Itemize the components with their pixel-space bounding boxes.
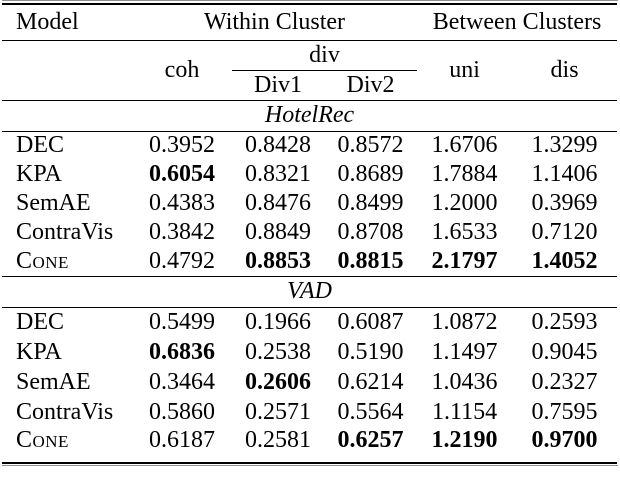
value-cell: 1.0872 — [431, 308, 498, 335]
value-cell: 0.5190 — [337, 338, 404, 365]
value-cell: 0.8815 — [337, 247, 404, 274]
value-cell: 0.2606 — [245, 368, 311, 395]
table-wrapper: Model Within Cluster Between Clusters co… — [2, 0, 618, 466]
value-cell: 0.8476 — [245, 190, 311, 216]
table-row: ContraVis 0.5860 0.2571 0.5564 1.1154 0.… — [2, 397, 617, 427]
table-header: Model Within Cluster Between Clusters co… — [2, 4, 618, 100]
value-cell: 0.2538 — [245, 338, 311, 365]
value-cell: 0.8708 — [337, 219, 404, 245]
col-header-coh: coh — [164, 56, 200, 83]
section-title: HotelRec — [2, 99, 618, 132]
value-cell: 0.6257 — [337, 427, 404, 453]
value-cell: 0.6187 — [149, 427, 215, 453]
value-cell: 1.0436 — [431, 368, 498, 395]
model-cell: Cone — [16, 427, 69, 453]
value-cell: 1.2190 — [431, 427, 498, 453]
value-cell: 0.9045 — [531, 338, 598, 365]
model-cell: SemAE — [16, 368, 91, 395]
col-header-model: Model — [2, 4, 132, 41]
table-row: DEC 0.3952 0.8428 0.8572 1.6706 1.3299 — [2, 131, 617, 160]
value-cell: 0.3969 — [531, 190, 598, 216]
value-cell: 0.3464 — [149, 368, 215, 395]
section-title-row: VAD — [2, 275, 618, 308]
section-title-row: HotelRec — [2, 99, 618, 132]
value-cell: 0.6054 — [149, 161, 215, 187]
value-cell: 0.7595 — [531, 398, 598, 425]
table-row: ContraVis 0.3842 0.8849 0.8708 1.6533 0.… — [2, 218, 617, 247]
value-cell: 1.7884 — [431, 161, 498, 187]
value-cell: 0.7120 — [531, 219, 598, 245]
col-header-div: div — [232, 40, 418, 71]
col-header-dis: dis — [550, 56, 579, 83]
value-cell: 0.8321 — [245, 161, 311, 187]
table-row: Cone 0.4792 0.8853 0.8815 2.1797 1.4052 — [2, 247, 617, 276]
value-cell: 1.1497 — [431, 338, 498, 365]
value-cell: 1.3299 — [531, 132, 598, 159]
value-cell: 0.5564 — [337, 398, 404, 425]
model-cell: SemAE — [16, 190, 91, 216]
value-cell: 0.8499 — [337, 190, 404, 216]
value-cell: 0.2581 — [245, 427, 311, 453]
value-cell: 0.6087 — [337, 308, 404, 335]
model-cell: DEC — [16, 132, 64, 159]
table-row: KPA 0.6836 0.2538 0.5190 1.1497 0.9045 — [2, 337, 617, 367]
results-table: Model Within Cluster Between Clusters co… — [2, 3, 618, 464]
value-cell: 0.1966 — [245, 308, 311, 335]
value-cell: 2.1797 — [431, 247, 498, 274]
model-cell: DEC — [16, 308, 64, 335]
section-title: VAD — [2, 275, 618, 308]
value-cell: 0.2327 — [531, 368, 598, 395]
section-hotelrec: HotelRec DEC 0.3952 0.8428 0.8572 1.6706… — [2, 99, 618, 276]
value-cell: 1.6706 — [431, 132, 498, 159]
col-header-div1: Div1 — [254, 71, 302, 98]
col-header-uni: uni — [449, 56, 480, 83]
value-cell: 0.9700 — [531, 427, 598, 453]
header-row-groups: Model Within Cluster Between Clusters — [2, 4, 618, 41]
value-cell: 0.5860 — [149, 398, 215, 425]
value-cell: 0.3842 — [149, 219, 215, 245]
value-cell: 0.4792 — [149, 247, 215, 274]
value-cell: 0.6214 — [337, 368, 404, 395]
value-cell: 0.2593 — [531, 308, 598, 335]
value-cell: 0.3952 — [149, 132, 215, 159]
value-cell: 0.8572 — [337, 132, 404, 159]
value-cell: 0.2571 — [245, 398, 311, 425]
group-header-within-cluster: Within Cluster — [132, 4, 418, 41]
table-row: Cone 0.6187 0.2581 0.6257 1.2190 0.9700 — [2, 427, 617, 463]
model-cell: KPA — [16, 161, 62, 187]
value-cell: 0.6836 — [149, 338, 215, 365]
value-cell: 1.2000 — [431, 190, 498, 216]
section-vad: VAD DEC 0.5499 0.1966 0.6087 1.0872 0.25… — [2, 275, 618, 463]
header-row-subdiv: Div1 Div2 — [2, 70, 617, 100]
value-cell: 0.8428 — [245, 132, 311, 159]
value-cell: 1.4052 — [531, 247, 598, 274]
group-header-between-clusters: Between Clusters — [417, 4, 618, 41]
value-cell: 0.8853 — [245, 247, 311, 274]
value-cell: 0.8689 — [337, 161, 404, 187]
value-cell: 0.4383 — [149, 190, 215, 216]
model-cell: KPA — [16, 338, 62, 365]
value-cell: 0.8849 — [245, 219, 311, 245]
value-cell: 1.6533 — [431, 219, 498, 245]
table-row: KPA 0.6054 0.8321 0.8689 1.7884 1.1406 — [2, 160, 617, 189]
model-cell: ContraVis — [16, 219, 114, 245]
value-cell: 0.5499 — [149, 308, 215, 335]
value-cell: 1.1406 — [531, 161, 598, 187]
table-row: SemAE 0.3464 0.2606 0.6214 1.0436 0.2327 — [2, 367, 617, 397]
header-row-metrics: coh div uni dis — [2, 40, 617, 83]
table-row: DEC 0.5499 0.1966 0.6087 1.0872 0.2593 — [2, 307, 617, 337]
model-cell: ContraVis — [16, 398, 114, 425]
header-spacer — [2, 40, 132, 100]
model-cell: Cone — [16, 247, 69, 274]
col-header-div2: Div2 — [346, 71, 395, 98]
table-row: SemAE 0.4383 0.8476 0.8499 1.2000 0.3969 — [2, 189, 617, 218]
value-cell: 1.1154 — [431, 398, 498, 425]
